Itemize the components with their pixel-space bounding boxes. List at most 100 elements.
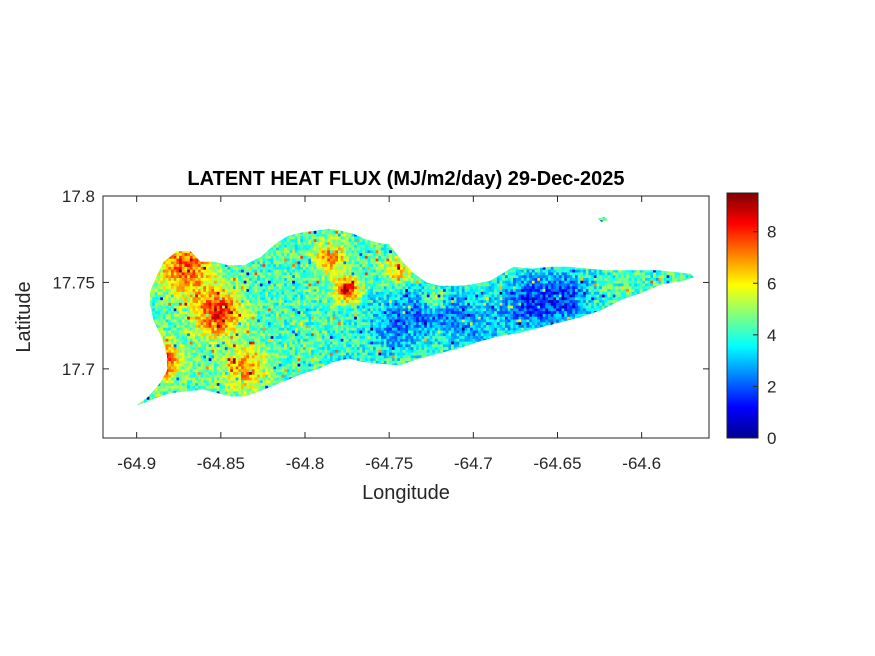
heat-cell (219, 299, 223, 303)
heat-cell (321, 258, 325, 262)
heat-cell (249, 324, 253, 328)
heat-cell (181, 255, 185, 259)
heat-cell (265, 285, 269, 290)
heat-cell (305, 266, 309, 270)
heat-cell (284, 346, 288, 350)
heat-cell (302, 319, 307, 323)
heat-cell (238, 274, 242, 278)
heat-cell (192, 346, 196, 350)
heat-cell (184, 371, 188, 375)
heat-cell (249, 263, 253, 267)
heat-cell (173, 360, 177, 364)
heat-cell (184, 388, 188, 392)
heat-cell (171, 341, 175, 345)
heat-cell (281, 343, 285, 348)
heat-cell (235, 266, 239, 270)
heat-cell (243, 299, 247, 303)
heat-cell (181, 310, 185, 314)
heat-cell (267, 374, 272, 378)
heat-cell (249, 382, 253, 386)
heat-cell (286, 258, 290, 262)
heat-cell (227, 280, 231, 284)
heat-cell (273, 249, 277, 254)
heat-cell (173, 374, 177, 378)
heat-cell (184, 296, 188, 301)
heat-cell (162, 332, 167, 337)
heat-cell (214, 319, 218, 323)
heat-cell (305, 316, 309, 320)
heat-cell (173, 252, 177, 256)
heat-cell (319, 324, 323, 328)
heat-cell (300, 294, 304, 298)
heat-cell (300, 291, 304, 295)
heat-cell (173, 390, 177, 395)
heat-cell (208, 299, 212, 303)
heat-cell (249, 388, 253, 392)
heat-cell (305, 346, 309, 350)
heat-cell (206, 338, 210, 342)
heat-cell (192, 388, 196, 392)
heat-cell (270, 260, 274, 265)
heat-cell (219, 374, 223, 378)
heat-cell (168, 269, 172, 273)
heat-cell (162, 291, 167, 295)
heat-cell (246, 388, 250, 392)
heat-cell (195, 379, 199, 384)
heat-cell (179, 357, 183, 361)
heat-cell (292, 236, 296, 240)
heat-cell (171, 302, 175, 306)
heat-cell (241, 390, 245, 395)
heat-cell (249, 349, 253, 353)
heat-cell (211, 305, 215, 309)
heat-cell (273, 363, 277, 367)
heat-cell (267, 305, 272, 309)
heat-cell (232, 319, 237, 323)
heat-cell (278, 241, 282, 245)
heat-cell (302, 327, 307, 331)
heat-cell (227, 305, 231, 309)
heat-cell (273, 260, 277, 265)
heat-cell (200, 355, 204, 359)
heat-cell (203, 285, 207, 290)
heat-cell (160, 313, 164, 317)
heat-cell (192, 313, 196, 317)
heat-cell (197, 313, 202, 317)
heat-cell (238, 294, 242, 298)
heat-cell (254, 374, 258, 378)
heat-cell (181, 308, 185, 312)
heat-cell (259, 299, 263, 303)
heat-cell (300, 236, 304, 240)
heat-cell (238, 313, 242, 317)
heat-cell (249, 366, 253, 370)
heat-cell (230, 332, 234, 337)
heat-cell (235, 274, 239, 278)
heat-cell (324, 260, 328, 265)
heat-cell (281, 299, 285, 303)
heat-cell (235, 291, 239, 295)
heat-cell (160, 294, 164, 298)
heat-cell (171, 316, 175, 320)
heat-cell (273, 319, 277, 323)
heat-cell (208, 327, 212, 331)
heat-cell (276, 269, 280, 273)
heat-cell (216, 310, 220, 314)
heat-cell (286, 357, 290, 361)
heat-cell (316, 327, 320, 331)
heat-cell (324, 272, 328, 276)
heat-cell (168, 382, 172, 386)
heat-cell (300, 260, 304, 265)
heat-cell (192, 266, 196, 270)
heat-cell (222, 385, 226, 389)
heat-cell (192, 299, 196, 303)
heat-cell (162, 296, 167, 301)
heat-cell (219, 316, 223, 320)
heat-cell (292, 266, 296, 270)
heat-cell (270, 355, 274, 359)
heat-cell (171, 321, 175, 326)
heat-cell (316, 294, 320, 298)
heat-cell (176, 335, 180, 339)
heat-cell (254, 360, 258, 364)
heat-cell (321, 335, 325, 339)
heat-cell (286, 332, 290, 337)
heat-cell (327, 288, 331, 292)
